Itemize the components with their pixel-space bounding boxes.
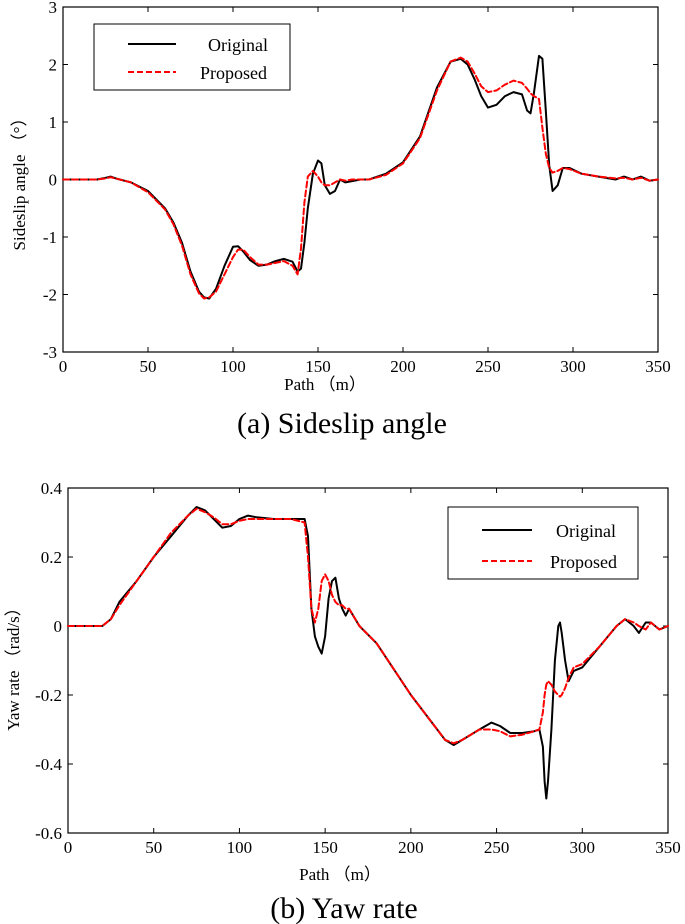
- axis-ticks: 0 50 100 150 200 250 300 350 -0.6 -0.4 -0.2 0 0.2 0.4: [35, 479, 681, 857]
- y-tick-label: 2: [49, 56, 58, 75]
- legend-label-original: Original: [556, 521, 616, 541]
- x-tick-label: 150: [312, 838, 338, 857]
- y-tick-label: 0: [54, 617, 63, 636]
- legend-box: [447, 506, 639, 580]
- legend-label-proposed: Proposed: [550, 552, 617, 572]
- legend: Original Proposed: [93, 23, 291, 91]
- x-tick-label: 300: [570, 838, 596, 857]
- x-tick-label: 150: [305, 357, 331, 376]
- series-line-proposed: [62, 56, 659, 300]
- plot-frame: [67, 487, 669, 834]
- y-tick-label: -2: [43, 286, 57, 305]
- legend-label-proposed: Proposed: [200, 63, 267, 83]
- chart-caption: (b) Yaw rate: [270, 892, 417, 924]
- x-tick-label: 200: [398, 838, 424, 857]
- y-tick-label: -0.4: [35, 755, 62, 774]
- y-tick-label: 0.2: [41, 548, 62, 567]
- x-axis-label: Path （m）: [299, 865, 381, 884]
- x-tick-label: 350: [655, 838, 681, 857]
- x-tick-label: 100: [227, 838, 253, 857]
- x-tick-label: 300: [560, 357, 586, 376]
- y-tick-label: -0.6: [35, 824, 62, 843]
- series-line-original: [62, 54, 659, 300]
- x-tick-label: 50: [145, 838, 162, 857]
- x-tick-label: 250: [484, 838, 510, 857]
- chart-caption: (a) Sideslip angle: [237, 407, 447, 440]
- x-tick-label: 0: [59, 357, 68, 376]
- series-lines: [67, 506, 669, 800]
- series-lines: [62, 54, 659, 300]
- y-tick-label: -1: [43, 228, 57, 247]
- x-tick-label: 50: [140, 357, 157, 376]
- x-tick-label: 250: [475, 357, 501, 376]
- chart-yaw-rate: 0 50 100 150 200 250 300 350 -0.6 -0.4 -0.2 0 0.2 0.4…: [4, 479, 681, 924]
- series-line-proposed: [67, 507, 669, 745]
- y-axis-label: Sideslip angle （°）: [10, 110, 29, 251]
- y-tick-label: -0.2: [35, 686, 62, 705]
- chart-sideslip-angle: 0 50 100 150 200 250 300 350 -3 -2 -1 0 1 2 3 Original…: [10, 0, 671, 440]
- axis-ticks: 0 50 100 150 200 250 300 350 -3 -2 -1 0 1 2 3: [43, 0, 671, 376]
- x-tick-label: 0: [64, 838, 73, 857]
- legend: Original Proposed: [447, 506, 639, 580]
- x-tick-label: 350: [645, 357, 671, 376]
- y-tick-label: -3: [43, 343, 57, 362]
- x-tick-label: 200: [390, 357, 416, 376]
- x-tick-label: 100: [220, 357, 246, 376]
- y-axis-label: Yaw rate （rad/s）: [4, 599, 23, 730]
- y-tick-label: 0: [49, 171, 58, 190]
- legend-box: [93, 23, 291, 91]
- y-tick-label: 1: [49, 113, 58, 132]
- x-axis-label: Path （m）: [284, 375, 366, 394]
- y-tick-label: 0.4: [41, 479, 63, 498]
- legend-label-original: Original: [208, 35, 268, 55]
- y-tick-label: 3: [49, 0, 58, 17]
